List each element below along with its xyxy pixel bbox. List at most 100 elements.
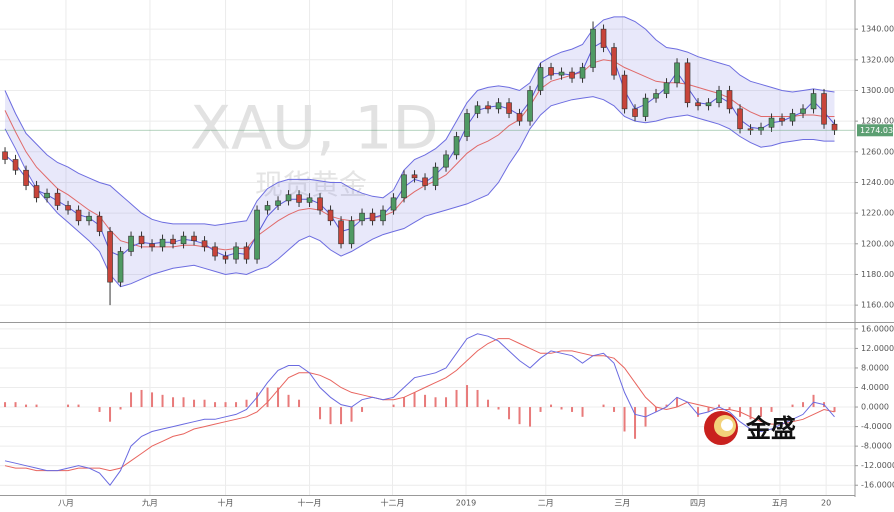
- histogram-bar: [560, 407, 563, 410]
- histogram-bar: [4, 402, 7, 408]
- y-tick-label: 1160.00: [861, 301, 894, 310]
- y-tick-label: 8.0000: [861, 363, 889, 372]
- x-tick-label: 2019: [456, 499, 476, 508]
- candle-body: [233, 246, 239, 260]
- candle-body: [317, 197, 323, 211]
- candle-body: [611, 47, 617, 76]
- candle-body: [306, 197, 313, 203]
- signal-line: [4, 338, 835, 472]
- histogram-bar: [550, 404, 553, 408]
- y-tick-label: -4.0000: [861, 422, 892, 431]
- histogram-bar: [340, 407, 343, 425]
- histogram-bar: [518, 407, 521, 425]
- candle-body: [75, 209, 82, 222]
- candle-body: [264, 205, 271, 211]
- histogram-bar: [434, 397, 437, 408]
- y-tick-label: -8.0000: [861, 442, 892, 451]
- grid: [0, 0, 855, 495]
- histogram-bar: [151, 392, 154, 408]
- y-tick-label: 1240.00: [861, 178, 894, 187]
- histogram-bar: [266, 387, 269, 408]
- candle-body: [758, 126, 764, 131]
- candle-body: [726, 90, 733, 110]
- histogram-bar: [707, 407, 710, 412]
- histogram-bar: [476, 389, 479, 408]
- candle-body: [390, 197, 397, 211]
- candle-body: [128, 235, 134, 252]
- candle-body: [579, 67, 586, 79]
- candle-body: [401, 174, 407, 199]
- histogram-bar: [571, 407, 574, 412]
- histogram-bar: [392, 404, 395, 408]
- histogram-bar: [298, 399, 301, 408]
- candle-body: [117, 251, 124, 283]
- candle-body: [453, 136, 460, 156]
- x-tick-label: 十一月: [298, 498, 322, 508]
- histogram-bar: [539, 407, 542, 412]
- histogram-bar: [718, 404, 721, 408]
- candle-body: [632, 108, 638, 117]
- candle-body: [485, 105, 491, 110]
- y-tick-label: 1320.00: [861, 55, 894, 64]
- histogram-bar: [424, 394, 427, 408]
- candle-body: [65, 205, 71, 211]
- histogram-bar: [193, 399, 196, 408]
- histogram-bar: [329, 407, 332, 425]
- candle-body: [621, 74, 628, 110]
- plot: [0, 16, 855, 487]
- candle-body: [716, 90, 722, 104]
- histogram-bar: [413, 392, 416, 408]
- histogram-bar: [529, 407, 532, 427]
- histogram-bar: [403, 397, 406, 408]
- x-tick-label: 十月: [218, 498, 234, 508]
- last-price-box: [857, 124, 893, 137]
- histogram-bar: [466, 385, 469, 408]
- histogram-bar: [203, 399, 206, 408]
- candle-body: [684, 62, 691, 104]
- candle-body: [54, 192, 61, 206]
- candle-body: [537, 67, 544, 91]
- histogram-bar: [634, 407, 637, 439]
- histogram-bar: [224, 402, 227, 408]
- candle-body: [222, 255, 229, 260]
- histogram-bar: [581, 407, 584, 417]
- candle-body: [527, 90, 533, 122]
- ma-slow: [4, 59, 835, 251]
- histogram-bar: [182, 397, 185, 408]
- candle-body: [663, 82, 670, 94]
- candle-body: [180, 235, 187, 245]
- histogram-bar: [130, 392, 133, 408]
- x-tick-label: 八月: [58, 499, 74, 508]
- histogram-bar: [802, 402, 805, 408]
- candle-body: [201, 240, 208, 248]
- candle-body: [411, 174, 418, 179]
- candle-body: [138, 235, 145, 245]
- candle-body: [705, 102, 712, 107]
- candle-body: [695, 102, 701, 107]
- histogram-bar: [655, 407, 658, 412]
- histogram-bar: [214, 402, 217, 408]
- candle-body: [674, 62, 680, 84]
- candle-body: [768, 117, 775, 128]
- y-tick-label: -16.0000: [861, 481, 894, 490]
- y-tick-label: 0.0000: [861, 403, 889, 412]
- candle-body: [296, 194, 302, 203]
- histogram-bar: [833, 407, 836, 412]
- candle-body: [212, 246, 218, 257]
- candle-body: [285, 194, 292, 202]
- last-price-label: 1274.03: [860, 126, 893, 135]
- candle-body: [23, 169, 29, 186]
- histogram-bar: [287, 394, 290, 408]
- candle-body: [243, 246, 250, 260]
- y-tick-label: 16.0000: [861, 324, 894, 333]
- y-tick-label: -12.0000: [861, 461, 894, 470]
- histogram-bar: [161, 394, 164, 408]
- candle-body: [422, 177, 428, 186]
- candle-body: [590, 28, 596, 68]
- candle-body: [327, 209, 334, 222]
- candle-body: [96, 215, 103, 232]
- histogram-bar: [602, 404, 605, 408]
- histogram-bar: [119, 407, 122, 410]
- band-lower: [4, 96, 835, 288]
